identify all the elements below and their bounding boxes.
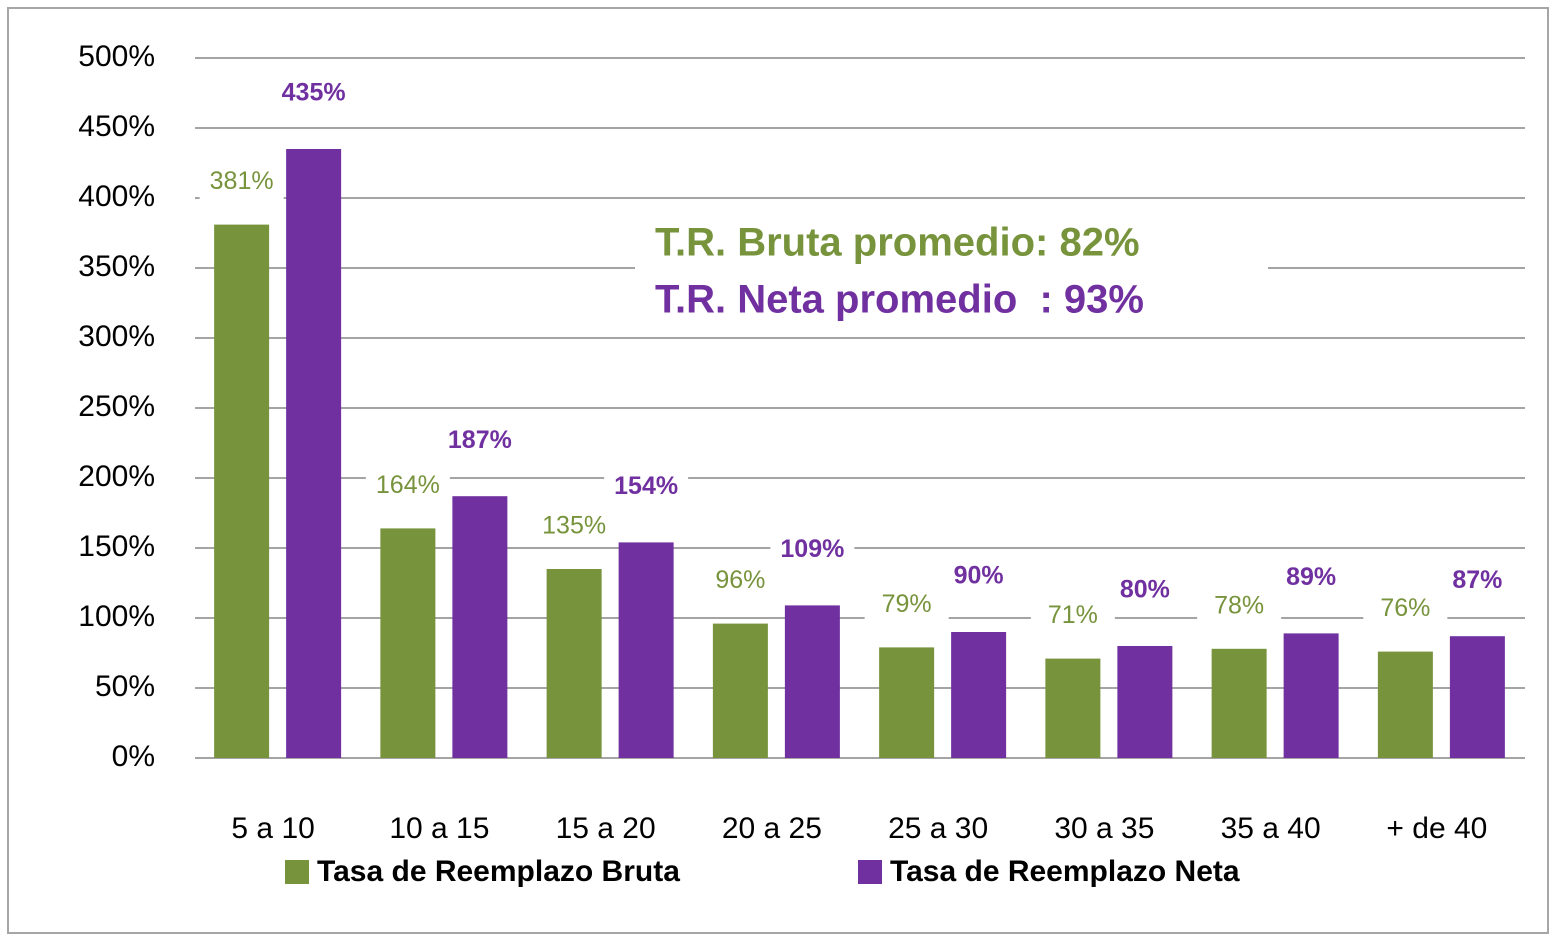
data-label: 90% xyxy=(954,562,1004,590)
data-label: 71% xyxy=(1048,601,1098,629)
bar xyxy=(951,632,1007,758)
bar xyxy=(1211,648,1267,758)
data-label-bg xyxy=(1030,599,1115,634)
legend-swatch xyxy=(285,860,309,884)
data-label-bg xyxy=(1435,564,1520,599)
data-label: 96% xyxy=(715,566,765,594)
bar xyxy=(712,623,768,758)
x-tick-label: 5 a 10 xyxy=(231,812,314,845)
annotation: T.R. Bruta promedio: 82% xyxy=(655,221,1140,265)
data-label-bg xyxy=(437,424,522,459)
y-tick-label: 250% xyxy=(78,390,155,423)
data-label-bg xyxy=(532,510,617,544)
data-label: 109% xyxy=(780,535,844,563)
bar xyxy=(784,605,840,758)
x-tick-label: 10 a 15 xyxy=(389,812,489,845)
y-tick-label: 300% xyxy=(78,320,155,353)
x-tick-label: 20 a 25 xyxy=(722,812,822,845)
data-label: 89% xyxy=(1286,563,1336,591)
data-label-bg xyxy=(1269,561,1354,596)
legend-label: Tasa de Reemplazo Bruta xyxy=(317,855,680,888)
legend-swatch xyxy=(858,860,882,884)
y-tick-label: 500% xyxy=(78,40,155,73)
bar xyxy=(286,149,342,758)
bar xyxy=(1045,658,1101,758)
x-tick-label: 30 a 35 xyxy=(1054,812,1154,845)
data-label-bg xyxy=(271,77,356,111)
data-label-bg xyxy=(199,165,284,200)
bar xyxy=(1377,651,1433,758)
data-label-bg xyxy=(864,588,949,623)
y-tick-label: 0% xyxy=(112,740,155,773)
y-tick-label: 350% xyxy=(78,250,155,283)
bar xyxy=(1449,636,1505,758)
data-label-bg xyxy=(770,533,855,568)
x-tick-label: 25 a 30 xyxy=(888,812,988,845)
y-tick-label: 400% xyxy=(78,180,155,213)
bar xyxy=(1283,633,1339,758)
data-label: 78% xyxy=(1214,591,1264,619)
data-label-bg xyxy=(1102,574,1187,608)
y-tick-label: 450% xyxy=(78,110,155,143)
data-label: 135% xyxy=(542,512,606,540)
data-label-bg xyxy=(604,470,689,505)
x-tick-label: 35 a 40 xyxy=(1221,812,1321,845)
bar xyxy=(879,647,935,758)
data-label: 381% xyxy=(210,167,274,195)
data-label: 164% xyxy=(376,471,440,499)
x-tick-label: 15 a 20 xyxy=(556,812,656,845)
data-label-bg xyxy=(1363,592,1448,627)
y-tick-label: 50% xyxy=(95,670,155,703)
data-label: 80% xyxy=(1120,576,1170,604)
data-label: 79% xyxy=(882,590,932,618)
bar xyxy=(452,496,508,758)
annotation: T.R. Neta promedio : 93% xyxy=(655,278,1144,322)
data-label-bg xyxy=(698,564,783,599)
data-label: 76% xyxy=(1380,594,1430,622)
data-label: 187% xyxy=(448,426,512,454)
bar xyxy=(214,224,270,759)
data-label: 435% xyxy=(282,79,346,107)
legend-label: Tasa de Reemplazo Neta xyxy=(890,855,1240,888)
bar xyxy=(1117,646,1173,758)
data-label: 154% xyxy=(614,472,678,500)
x-tick-label: + de 40 xyxy=(1386,812,1487,845)
labels: T.R. Bruta promedio: 82% T.R. Neta promed… xyxy=(199,77,1520,888)
data-label-bg xyxy=(365,469,450,504)
y-tick-label: 150% xyxy=(78,530,155,563)
grid: 0% 50% 100% 150% 200% 250% 300% 350% 400% 450% 500… xyxy=(78,40,1525,773)
bars xyxy=(214,149,1505,759)
data-label-bg xyxy=(936,560,1021,594)
bar xyxy=(380,528,436,758)
y-tick-label: 100% xyxy=(78,600,155,633)
data-label-bg xyxy=(1197,589,1282,624)
y-tick-label: 200% xyxy=(78,460,155,493)
data-label: 87% xyxy=(1452,566,1502,594)
bar xyxy=(546,569,602,758)
annotation-box xyxy=(635,212,1268,332)
bar xyxy=(618,542,674,758)
